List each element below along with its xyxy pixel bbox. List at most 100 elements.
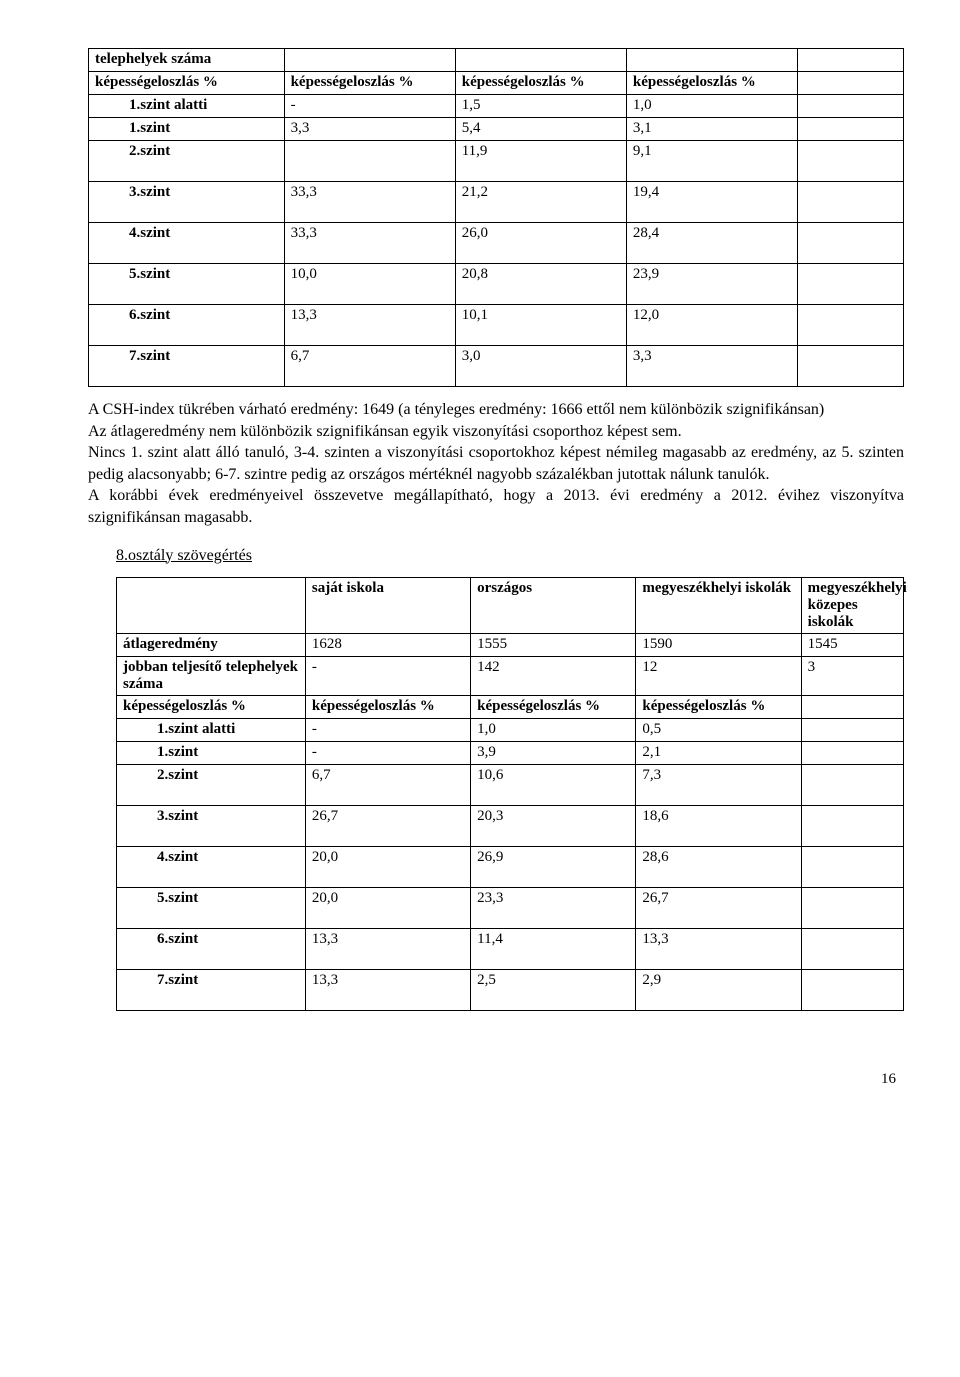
table-cell: 1.szint alatti [117, 718, 306, 741]
table-cell: 1.szint [117, 741, 306, 764]
table-cell: 4.szint [117, 846, 306, 887]
table-cell: 5.szint [89, 264, 285, 305]
table-cell: 6.szint [117, 928, 306, 969]
table-cell: 1,0 [471, 718, 636, 741]
table-cell [801, 928, 903, 969]
table-cell [801, 805, 903, 846]
page-number: 16 [88, 1071, 904, 1088]
table-cell [801, 887, 903, 928]
table-cell: képességeloszlás % [471, 695, 636, 718]
table-cell: 142 [471, 656, 636, 695]
table-cell: átlageredmény [117, 633, 306, 656]
table-cell: 0,5 [636, 718, 801, 741]
table-cell: 1545 [801, 633, 903, 656]
table-cell [455, 49, 626, 72]
table-cell: 5,4 [455, 118, 626, 141]
table-cell: képességeloszlás % [89, 72, 285, 95]
table-cell [801, 695, 903, 718]
table-cell [798, 182, 904, 223]
table-cell [801, 741, 903, 764]
table-cell: képességeloszlás % [284, 72, 455, 95]
table-cell: 18,6 [636, 805, 801, 846]
table-cell: 11,4 [471, 928, 636, 969]
table-cell: 26,7 [305, 805, 470, 846]
table-cell [798, 305, 904, 346]
table-cell: 3,1 [626, 118, 797, 141]
table-cell: 13,3 [636, 928, 801, 969]
table-cell: 1590 [636, 633, 801, 656]
table-cell [801, 764, 903, 805]
table-cell: 13,3 [305, 928, 470, 969]
table-cell [798, 49, 904, 72]
table-cell: 26,0 [455, 223, 626, 264]
table-cell: telephelyek száma [89, 49, 285, 72]
table-cell: 6,7 [305, 764, 470, 805]
table-cell [798, 118, 904, 141]
table-cell: 28,4 [626, 223, 797, 264]
table-cell [798, 346, 904, 387]
table-cell: 20,0 [305, 887, 470, 928]
table-cell: 20,8 [455, 264, 626, 305]
table-cell [798, 141, 904, 182]
table-cell: 3,3 [626, 346, 797, 387]
table-cell [798, 72, 904, 95]
table-levels-1: telephelyek számaképességeloszlás %képes… [88, 48, 904, 387]
table-cell: képességeloszlás % [626, 72, 797, 95]
table-header-cell: országos [471, 577, 636, 633]
table-cell: 33,3 [284, 182, 455, 223]
table-cell: képességeloszlás % [636, 695, 801, 718]
table-cell: 13,3 [305, 969, 470, 1010]
table-cell: 26,7 [636, 887, 801, 928]
table-cell: 10,0 [284, 264, 455, 305]
table-cell: 2,9 [636, 969, 801, 1010]
table-cell [801, 718, 903, 741]
table-cell: 3.szint [117, 805, 306, 846]
table-cell: 12 [636, 656, 801, 695]
table-cell: 10,1 [455, 305, 626, 346]
table-cell [626, 49, 797, 72]
table-cell: 6.szint [89, 305, 285, 346]
table-header-cell [117, 577, 306, 633]
table-cell: 2.szint [117, 764, 306, 805]
table-cell: 1628 [305, 633, 470, 656]
table-cell: 4.szint [89, 223, 285, 264]
table-cell: 20,0 [305, 846, 470, 887]
section-heading: 8.osztály szövegértés [116, 547, 904, 565]
table-cell: 28,6 [636, 846, 801, 887]
table-cell: 7.szint [89, 346, 285, 387]
table-cell [801, 969, 903, 1010]
table-cell: 2,5 [471, 969, 636, 1010]
table-cell: 9,1 [626, 141, 797, 182]
table-cell: 26,9 [471, 846, 636, 887]
table-cell: 6,7 [284, 346, 455, 387]
table-header-cell: megyeszékhelyi közepes iskolák [801, 577, 903, 633]
table-cell: 10,6 [471, 764, 636, 805]
table-cell: 1.szint [89, 118, 285, 141]
table-cell: képességeloszlás % [305, 695, 470, 718]
table-cell: 23,9 [626, 264, 797, 305]
table-cell: képességeloszlás % [117, 695, 306, 718]
table-cell: 33,3 [284, 223, 455, 264]
table-cell: - [305, 656, 470, 695]
table-cell [801, 846, 903, 887]
table-cell: - [305, 718, 470, 741]
table-cell: - [305, 741, 470, 764]
table-cell: 3.szint [89, 182, 285, 223]
table-cell: képességeloszlás % [455, 72, 626, 95]
table-cell: 12,0 [626, 305, 797, 346]
table-cell: 23,3 [471, 887, 636, 928]
table-cell: 1.szint alatti [89, 95, 285, 118]
table-cell: 21,2 [455, 182, 626, 223]
table-header-cell: megyeszékhelyi iskolák [636, 577, 801, 633]
table-cell: 1,5 [455, 95, 626, 118]
table-header-cell: saját iskola [305, 577, 470, 633]
table-cell: 7,3 [636, 764, 801, 805]
table-cell [284, 49, 455, 72]
table-cell: 13,3 [284, 305, 455, 346]
table-levels-2: saját iskolaországosmegyeszékhelyi iskol… [116, 577, 904, 1011]
table-cell: 19,4 [626, 182, 797, 223]
table-cell [798, 223, 904, 264]
table-cell: 3,9 [471, 741, 636, 764]
table-cell: 3 [801, 656, 903, 695]
table-cell: 2,1 [636, 741, 801, 764]
